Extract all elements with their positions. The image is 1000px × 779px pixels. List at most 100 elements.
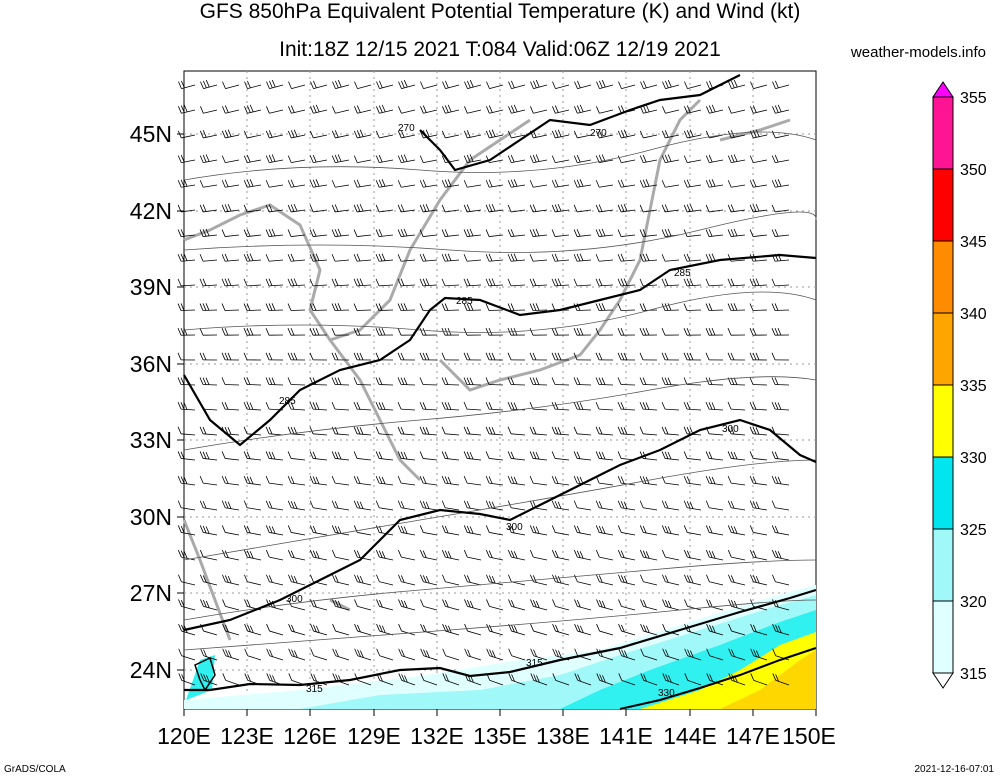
wind-barb-feather	[269, 649, 273, 657]
wind-barb-feather	[356, 327, 361, 336]
wind-barb-feather	[639, 401, 644, 410]
wind-barb-feather	[334, 377, 339, 385]
wind-barb-feather	[199, 229, 204, 237]
wind-barb-shaft	[400, 384, 416, 386]
wind-barb-feather	[203, 80, 207, 89]
wind-barb-shaft	[181, 532, 196, 536]
wind-barb-feather	[315, 253, 320, 261]
wind-barb-feather	[686, 426, 691, 435]
wind-barb-feather	[375, 328, 380, 336]
wind-barb-feather	[447, 625, 452, 633]
wind-barb-shaft	[357, 680, 372, 686]
wind-barb-feather	[730, 426, 735, 435]
wind-barb-shaft	[665, 556, 680, 561]
wind-barb-feather	[513, 179, 518, 187]
wind-barb-shaft	[555, 507, 570, 511]
wind-barb-feather	[293, 501, 298, 509]
wind-barb-feather	[331, 549, 336, 558]
wind-barb-feather	[684, 574, 688, 582]
wind-barb-shaft	[467, 532, 482, 536]
wind-barb-feather	[243, 377, 248, 385]
wind-barb-feather	[265, 303, 270, 311]
wind-barb-feather	[601, 303, 606, 311]
wind-barb-feather	[728, 623, 732, 632]
wind-barb-feather	[312, 550, 317, 558]
wind-barb-feather	[488, 130, 493, 138]
wind-barb-shaft	[511, 84, 526, 90]
wind-barb-feather	[420, 673, 425, 681]
wind-barb-feather	[332, 648, 337, 656]
wind-barb-feather	[381, 253, 386, 261]
wind-barb-feather	[332, 81, 336, 89]
wind-barb-feather	[529, 254, 534, 262]
wind-barb-feather	[309, 229, 314, 237]
wind-barb-shaft	[511, 234, 526, 237]
wind-barb-feather	[488, 327, 493, 336]
site-credit[interactable]: weather-models.info	[850, 44, 986, 61]
wind-barb-shaft	[268, 384, 284, 386]
wind-barb-shaft	[401, 433, 416, 436]
wind-barb-feather	[378, 377, 383, 385]
wind-barb-feather	[753, 624, 757, 633]
wind-barb-feather	[442, 599, 446, 607]
wind-barb-feather	[639, 500, 644, 508]
wind-barb-feather	[513, 476, 518, 485]
wind-barb-shaft	[335, 630, 350, 636]
wind-barb-shaft	[599, 184, 614, 188]
wind-barb-feather	[463, 180, 468, 188]
wind-barb-shaft	[709, 556, 724, 561]
wind-barb-feather	[337, 377, 342, 385]
wind-barb-feather	[557, 427, 562, 435]
wind-barb-feather	[661, 377, 666, 385]
wind-barb-shaft	[775, 134, 790, 139]
contour-label: 270	[398, 123, 415, 134]
wind-barb-shaft	[357, 284, 372, 287]
wind-barb-shaft	[423, 606, 438, 611]
wind-barb-feather	[533, 674, 537, 682]
wind-barb-shaft	[467, 84, 482, 90]
wind-barb-feather	[595, 525, 600, 533]
wind-barb-shaft	[511, 184, 526, 188]
wind-barb-feather	[777, 476, 782, 485]
wind-barb-shaft	[577, 507, 592, 511]
wind-barb-feather	[290, 204, 295, 212]
wind-barb-feather	[642, 327, 647, 336]
wind-barb-feather	[422, 352, 427, 361]
wind-barb-shaft	[203, 259, 218, 262]
wind-barb-feather	[354, 648, 359, 656]
wind-barb-feather	[268, 575, 273, 583]
wind-barb-feather	[200, 574, 204, 582]
wind-barb-feather	[756, 650, 760, 658]
wind-barb-feather	[623, 427, 628, 435]
wind-barb-feather	[510, 476, 515, 484]
wind-barb-feather	[507, 229, 512, 237]
wind-barb-feather	[400, 525, 405, 534]
wind-barb-feather	[683, 155, 688, 163]
wind-barb-feather	[640, 81, 644, 89]
wind-barb-shaft	[423, 209, 438, 213]
wind-barb-shaft	[621, 630, 636, 636]
wind-barb-feather	[378, 476, 383, 484]
wind-barb-shaft	[665, 134, 680, 139]
wind-barb-feather	[491, 278, 496, 286]
wind-barb-shaft	[444, 309, 460, 311]
wind-barb-feather	[705, 204, 710, 213]
wind-barb-shaft	[709, 284, 724, 287]
wind-barb-feather	[601, 377, 606, 385]
wind-barb-feather	[551, 303, 556, 311]
wind-barb-feather	[447, 104, 452, 113]
wind-barb-feather	[397, 500, 402, 508]
wind-barb-shaft	[269, 655, 284, 661]
wind-barb-shaft	[291, 284, 306, 287]
wind-barb-feather	[419, 377, 424, 385]
wind-barb-feather	[642, 550, 647, 558]
wind-barb-shaft	[730, 309, 746, 311]
wind-barb-feather	[642, 179, 647, 187]
wind-barb-feather	[510, 451, 515, 459]
wind-barb-feather	[554, 179, 559, 187]
wind-barb-feather	[244, 648, 249, 656]
wind-barb-shaft	[401, 581, 416, 586]
wind-barb-feather	[243, 426, 248, 434]
wind-barb-feather	[290, 352, 295, 361]
wind-barb-feather	[268, 377, 273, 385]
